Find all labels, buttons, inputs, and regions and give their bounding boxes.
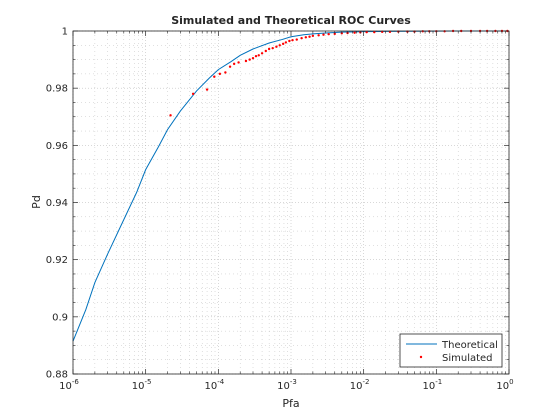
simulated-point bbox=[284, 41, 288, 44]
simulated-point bbox=[275, 45, 278, 48]
simulated-point bbox=[327, 32, 330, 36]
y-tick-label: 0.92 bbox=[46, 255, 68, 266]
simulated-point bbox=[248, 58, 251, 61]
simulated-point bbox=[213, 75, 216, 78]
simulated-point bbox=[333, 32, 336, 36]
simulated-point bbox=[232, 62, 236, 66]
simulated-point bbox=[373, 30, 376, 34]
y-tick-label: 0.94 bbox=[46, 198, 68, 209]
simulated-point bbox=[237, 61, 240, 64]
y-tick-label: 0.88 bbox=[46, 370, 68, 381]
x-tick-label: 10-2 bbox=[350, 378, 370, 392]
simulated-point bbox=[224, 71, 227, 74]
legend-theoretical-label: Theoretical bbox=[441, 340, 498, 351]
chart-title: Simulated and Theoretical ROC Curves bbox=[171, 14, 411, 27]
legend-simulated-label: Simulated bbox=[442, 353, 493, 364]
x-tick-label: 10-1 bbox=[422, 378, 442, 392]
tick-marks bbox=[72, 30, 510, 375]
x-tick-label: 10-3 bbox=[277, 378, 297, 392]
simulated-point bbox=[317, 34, 320, 37]
simulated-point bbox=[264, 49, 267, 53]
tick-labels: 10-6 10-5 10-4 10-3 10-2 10-1 100 0.88 0.9 0.92 0.… bbox=[46, 27, 514, 393]
x-tick-label: 10-4 bbox=[204, 378, 224, 392]
y-tick-label: 0.9 bbox=[52, 312, 68, 323]
simulated-point bbox=[260, 52, 264, 55]
simulated-point bbox=[308, 35, 311, 38]
simulated-point bbox=[205, 88, 209, 91]
simulated-point bbox=[218, 72, 222, 76]
y-axis-label: Pd bbox=[30, 195, 43, 209]
simulated-point bbox=[322, 33, 325, 36]
simulated-point bbox=[353, 31, 356, 34]
simulated-point bbox=[169, 114, 172, 117]
simulated-point bbox=[254, 54, 258, 58]
x-axis-label: Pfa bbox=[282, 397, 299, 410]
x-tick-label: 10-5 bbox=[132, 378, 152, 392]
simulated-point bbox=[304, 36, 308, 39]
y-tick-label: 0.98 bbox=[46, 84, 68, 95]
y-tick-label: 0.96 bbox=[46, 141, 68, 152]
simulated-point bbox=[257, 54, 260, 57]
simulated-point bbox=[191, 92, 195, 96]
simulated-point bbox=[311, 34, 315, 38]
simulated-point bbox=[288, 39, 291, 43]
simulated-point bbox=[278, 44, 281, 47]
simulated-point bbox=[244, 59, 248, 63]
simulated-point bbox=[228, 65, 232, 68]
simulated-point bbox=[291, 38, 294, 42]
x-tick-label: 100 bbox=[496, 378, 513, 392]
y-tick-label: 1 bbox=[62, 27, 68, 38]
simulated-point bbox=[267, 47, 271, 51]
legend-simulated-marker bbox=[419, 355, 423, 359]
legend: Theoretical Simulated bbox=[399, 333, 503, 368]
simulated-point bbox=[365, 30, 368, 34]
simulated-point bbox=[300, 36, 303, 40]
simulated-point bbox=[271, 46, 274, 50]
legend-box bbox=[399, 333, 503, 368]
simulated-point bbox=[281, 42, 285, 46]
simulated-point bbox=[251, 56, 255, 60]
simulated-point bbox=[295, 38, 298, 41]
x-tick-label: 10-6 bbox=[59, 378, 79, 392]
